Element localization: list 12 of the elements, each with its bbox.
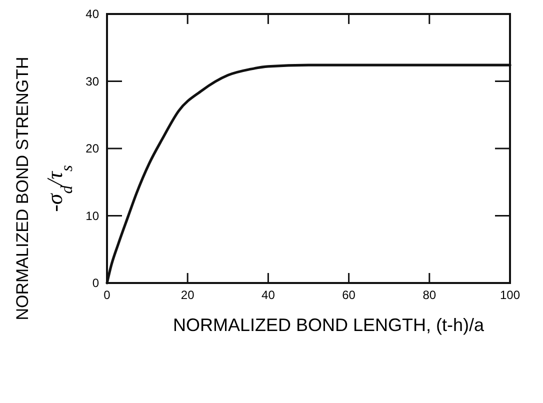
x-tick-label: 80: [422, 288, 436, 302]
x-tick-label: 0: [104, 288, 111, 302]
y-tick-label: 10: [86, 208, 100, 223]
x-tick-label: 60: [342, 288, 356, 302]
y-tick-label: 20: [86, 142, 100, 156]
y-tick-label: 40: [86, 7, 100, 21]
y-tick-label: 0: [92, 276, 100, 290]
x-tick-label: 20: [180, 288, 195, 302]
x-tick-label: 40: [262, 288, 276, 302]
x-axis-title: NORMALIZED BOND LENGTH, (t-h)/a: [172, 315, 485, 335]
y-tick-label: 30: [86, 74, 100, 88]
x-tick-label: 100: [500, 288, 520, 302]
